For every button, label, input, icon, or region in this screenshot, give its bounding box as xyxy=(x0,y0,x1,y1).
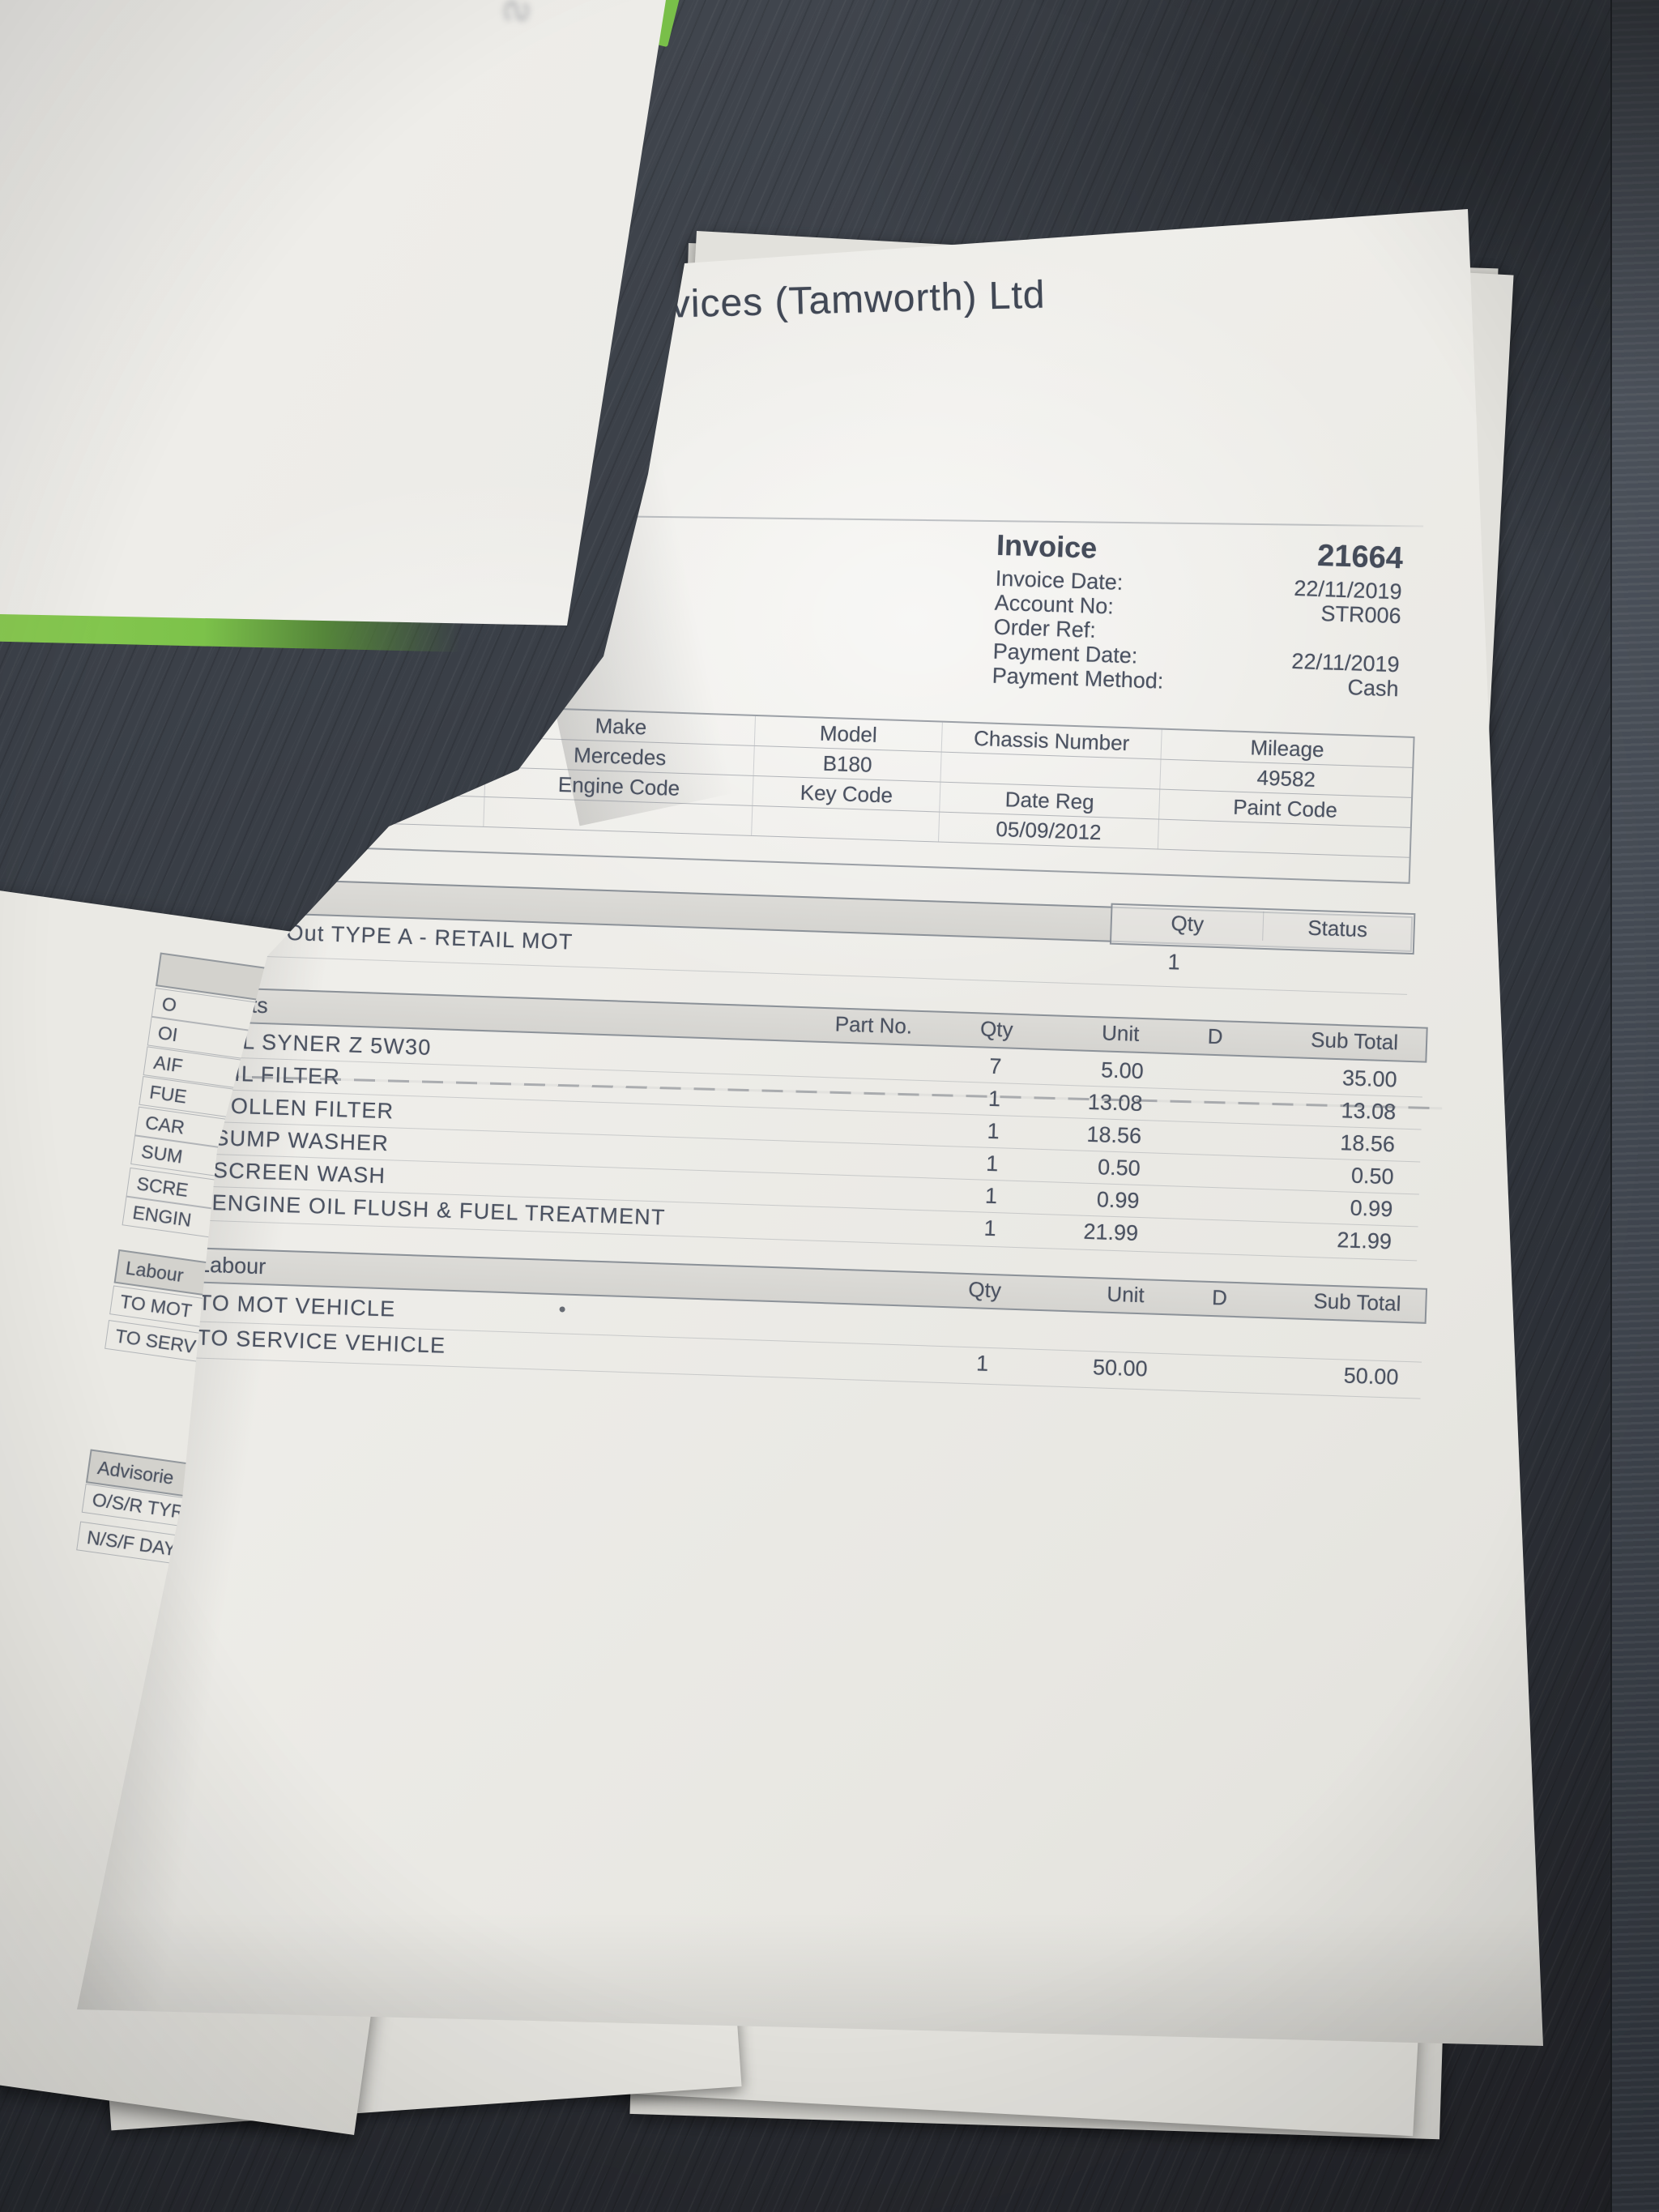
labour-description: TO MOT VEHICLE xyxy=(198,1290,396,1322)
part-sub-total: 35.00 xyxy=(1341,1065,1398,1092)
labour-sub-total xyxy=(1237,1321,1400,1359)
invoice-number: 21664 xyxy=(1316,538,1404,576)
vehicle-header-cell: Key Code xyxy=(753,775,941,812)
meta-value: STR006 xyxy=(1320,601,1402,629)
meta-label: Account No: xyxy=(994,590,1115,619)
mot-row-status xyxy=(1260,949,1391,985)
vehicle-header-cell: Model xyxy=(754,715,943,752)
labour-qty: 1 xyxy=(975,1351,989,1376)
parts-col-part-no: Part No. xyxy=(834,1011,913,1039)
parts-col-sub-total: Sub Total xyxy=(1310,1027,1399,1055)
part-sub-total: 18.56 xyxy=(1339,1130,1396,1157)
labour-qty xyxy=(934,1311,1032,1347)
invoice-title: Invoice xyxy=(996,527,1098,565)
part-unit: 21.99 xyxy=(1083,1219,1139,1245)
vehicle-value-cell xyxy=(752,805,940,842)
part-unit: 0.99 xyxy=(1096,1187,1140,1213)
invoice-meta-block: Invoice 21664 Invoice Date: 22/11/2019 A… xyxy=(992,528,1403,702)
parts-col-d: D xyxy=(1207,1023,1224,1049)
labour-col-d: D xyxy=(1211,1285,1228,1310)
parts-col-unit: Unit xyxy=(1101,1020,1140,1046)
mot-status-header: Status xyxy=(1307,915,1368,942)
meta-value: 22/11/2019 xyxy=(1290,648,1401,677)
part-unit: 13.08 xyxy=(1087,1089,1143,1117)
meta-value xyxy=(1400,628,1401,652)
labour-description: TO SERVICE VEHICLE xyxy=(196,1325,446,1358)
part-sub-total: 0.50 xyxy=(1350,1163,1395,1189)
labour-col-qty: Qty xyxy=(967,1277,1002,1303)
part-unit: 5.00 xyxy=(1100,1057,1145,1084)
labour-sub-total: 50.00 xyxy=(1343,1363,1399,1390)
desk-plank-edge xyxy=(1610,0,1659,2212)
part-unit: 18.56 xyxy=(1086,1121,1142,1149)
showthrough-ghost-text: Services (Tamworth) Ltd xyxy=(496,0,576,24)
parts-section: Parts Part No. Qty Unit D Sub Total OIL … xyxy=(81,986,1443,1270)
labour-unit xyxy=(1026,1314,1149,1351)
mot-qty-header: Qty xyxy=(1111,906,1265,941)
company-header-partial: ervices (Tamworth) Ltd xyxy=(633,273,1047,327)
part-sub-total: 21.99 xyxy=(1336,1228,1392,1254)
part-sub-total: 13.08 xyxy=(1341,1098,1397,1125)
labour-col-sub-total: Sub Total xyxy=(1313,1288,1401,1316)
meta-label: Payment Method: xyxy=(992,663,1164,694)
mot-row-qty: 1 xyxy=(1167,950,1181,975)
part-sub-total: 0.99 xyxy=(1350,1195,1393,1222)
meta-value: 22/11/2019 xyxy=(1293,575,1403,604)
meta-value: Cash xyxy=(1347,675,1400,702)
meta-label: Order Ref: xyxy=(993,614,1097,643)
part-description: SUMP WASHER xyxy=(213,1125,390,1156)
labour-section: Labour Qty Unit D Sub Total TO MOT VEHIC… xyxy=(183,1247,1428,1418)
part-description: SCREEN WASH xyxy=(212,1158,386,1189)
parts-col-qty: Qty xyxy=(979,1016,1014,1042)
labour-col-unit: Unit xyxy=(1106,1281,1145,1308)
vehicle-value-cell: B180 xyxy=(753,745,942,782)
labour-unit: 50.00 xyxy=(1092,1355,1149,1381)
part-unit: 0.50 xyxy=(1097,1155,1141,1181)
